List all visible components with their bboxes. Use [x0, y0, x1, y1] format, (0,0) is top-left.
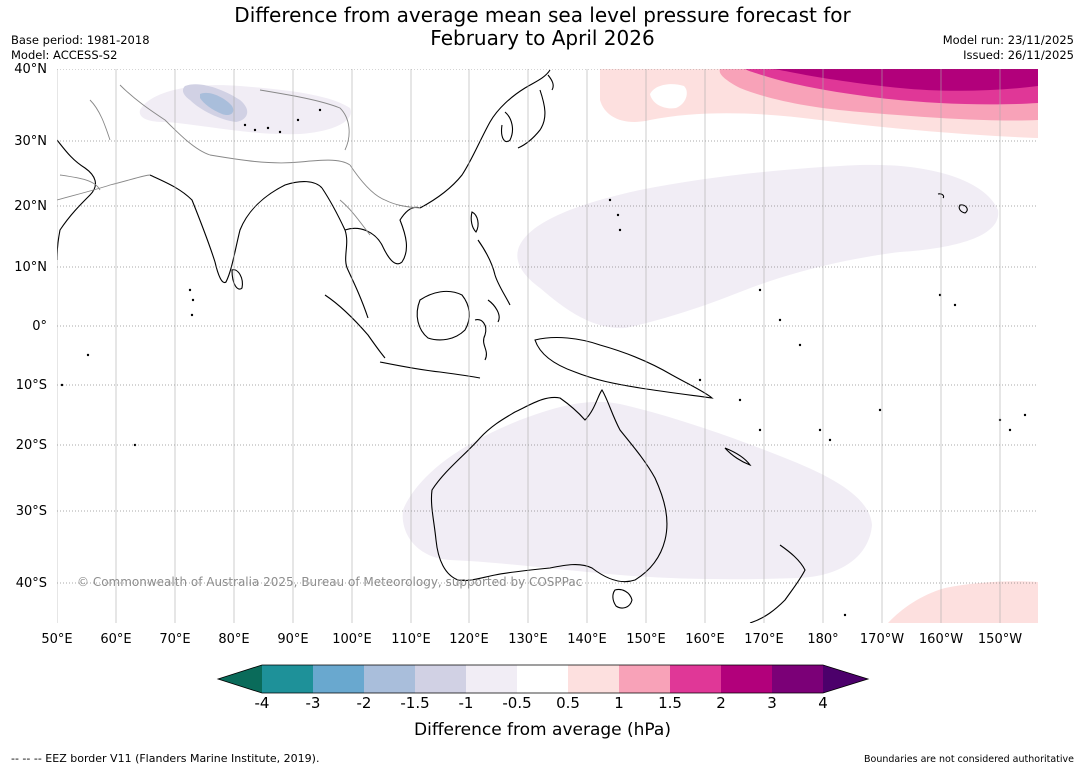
- meta-left: Base period: 1981-2018 Model: ACCESS-S2: [11, 33, 150, 63]
- coast-new-guinea: [534, 336, 714, 399]
- lon-tick-60e: 60°E: [100, 632, 132, 647]
- coast-arabia: [57, 139, 96, 261]
- model-name: Model: ACCESS-S2: [11, 48, 118, 62]
- lon-tick-170e: 170°E: [744, 632, 784, 647]
- coast-sulawesi: [474, 319, 487, 361]
- lat-tick-20s: 20°S: [15, 438, 47, 453]
- coast-philippines: [477, 239, 511, 323]
- lat-tick-10n: 10°N: [14, 260, 47, 275]
- map-title: Difference from average mean sea level p…: [0, 4, 1085, 50]
- colorbar-bin-p0-5-1: [568, 665, 619, 693]
- lon-tick-140e: 140°E: [567, 632, 607, 647]
- coast-india: [149, 174, 323, 284]
- colorbar-tick-p3: 3: [767, 694, 777, 712]
- lon-tick-50e: 50°E: [41, 632, 73, 647]
- colorbar-bin-p3-4: [772, 665, 823, 693]
- colorbar-outline: [216, 664, 870, 694]
- anomaly-north-pacific: [517, 164, 999, 329]
- coast-tasmania: [612, 588, 633, 609]
- lat-tick-30s: 30°S: [15, 504, 47, 519]
- meta-right: Model run: 23/11/2025 Issued: 26/11/2025: [943, 33, 1074, 63]
- colorbar-tick-m0-5: -0.5: [502, 694, 532, 712]
- meridians: [57, 69, 1001, 623]
- coast-china: [419, 69, 551, 209]
- coast-indochina: [321, 187, 421, 319]
- coast-borneo: [416, 290, 470, 341]
- anomaly-australia: [402, 401, 872, 580]
- colorbar-below-min: [218, 665, 262, 693]
- colorbar-bin-neutral: [517, 665, 568, 693]
- colorbar-tick-p2: 2: [716, 694, 726, 712]
- boundaries-disclaimer: Boundaries are not considered authoritat…: [864, 754, 1074, 765]
- colorbar-tick-p4: 4: [818, 694, 828, 712]
- lon-tick-70e: 70°E: [159, 632, 191, 647]
- coast-australia: [430, 389, 668, 583]
- issued-date: Issued: 26/11/2025: [963, 48, 1074, 62]
- colorbar-bin-m3-m2: [313, 665, 364, 693]
- lat-tick-equator: 0°: [32, 319, 47, 334]
- colorbar-bin-p2-3: [721, 665, 772, 693]
- colorbar-tick-p1: 1: [614, 694, 624, 712]
- lon-tick-160w: 160°W: [918, 632, 964, 647]
- coast-hawaii: [937, 193, 968, 214]
- colorbar-bin-p1-5-2: [670, 665, 721, 693]
- colorbar-bin-lt-m3: [262, 665, 313, 693]
- anomaly-tibet-strong: [200, 92, 234, 116]
- lon-tick-110e: 110°E: [391, 632, 431, 647]
- colorbar-bin-m1-m0-5: [466, 665, 517, 693]
- colorbar-tick-m4: -4: [254, 694, 270, 712]
- coast-taiwan: [470, 211, 479, 233]
- coast-japan: [517, 74, 554, 149]
- model-run: Model run: 23/11/2025: [942, 33, 1074, 47]
- coast-new-zealand: [749, 544, 806, 623]
- lat-tick-10s: 10°S: [15, 378, 47, 393]
- map-canvas: [57, 69, 1038, 623]
- lat-tick-30n: 30°N: [14, 134, 47, 149]
- title-line-1: Difference from average mean sea level p…: [234, 3, 851, 27]
- coastlines: [57, 69, 968, 623]
- anomaly-se-0-5: [888, 581, 1038, 623]
- lon-tick-120e: 120°E: [449, 632, 489, 647]
- coast-new-caledonia: [724, 447, 752, 467]
- title-line-2: February to April 2026: [430, 26, 655, 50]
- anomaly-ne-2: [770, 69, 1038, 91]
- lon-tick-90e: 90°E: [277, 632, 309, 647]
- lon-tick-100e: 100°E: [332, 632, 372, 647]
- base-period: Base period: 1981-2018: [11, 33, 150, 47]
- lon-tick-150w: 150°W: [977, 632, 1023, 647]
- lon-tick-160e: 160°E: [685, 632, 725, 647]
- lon-tick-180: 180°: [807, 632, 839, 647]
- coast-korea: [501, 111, 514, 143]
- colorbar-tick-p1-5: 1.5: [658, 694, 682, 712]
- colorbar-tick-p0-5: 0.5: [556, 694, 580, 712]
- colorbar-label: Difference from average (hPa): [414, 720, 671, 740]
- copyright-notice: © Commonwealth of Australia 2025, Bureau…: [77, 575, 583, 589]
- colorbar-above-max: [823, 665, 868, 693]
- coast-java: [379, 361, 481, 379]
- anomaly-shading: [139, 69, 1038, 623]
- lat-tick-40n: 40°N: [14, 62, 47, 77]
- coast-sumatra: [324, 294, 386, 359]
- colorbar-tick-m3: -3: [305, 694, 321, 712]
- lat-tick-40s: 40°S: [15, 576, 47, 591]
- colorbar-tick-m2: -2: [356, 694, 372, 712]
- lon-tick-150e: 150°E: [626, 632, 666, 647]
- anomaly-ne-hole: [650, 84, 687, 109]
- colorbar-bin-m2-m1-5: [364, 665, 415, 693]
- small-islands: [60, 108, 1027, 617]
- colorbar-bin-p1-1-5: [619, 665, 670, 693]
- lon-tick-130e: 130°E: [508, 632, 548, 647]
- coast-sri-lanka: [231, 269, 243, 290]
- lat-tick-20n: 20°N: [14, 199, 47, 214]
- borders: [57, 84, 421, 236]
- lon-tick-170w: 170°W: [859, 632, 905, 647]
- colorbar-bin-m1-5-m1: [415, 665, 466, 693]
- lon-tick-80e: 80°E: [218, 632, 250, 647]
- colorbar-tick-m1-5: -1.5: [400, 694, 430, 712]
- colorbar-tick-m1: -1: [458, 694, 474, 712]
- eez-legend-note: -- -- -- EEZ border V11 (Flanders Marine…: [11, 752, 320, 765]
